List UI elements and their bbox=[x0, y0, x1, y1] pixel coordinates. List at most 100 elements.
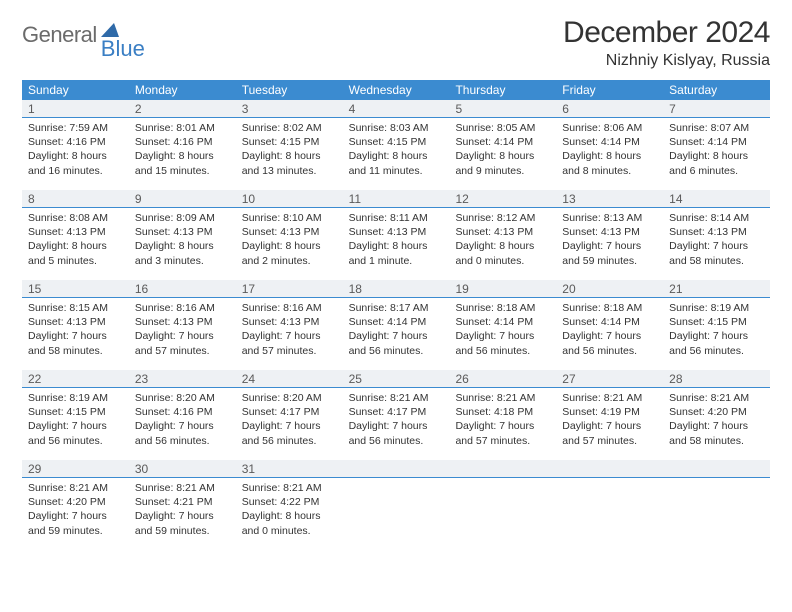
day-details: Sunrise: 8:16 AMSunset: 4:13 PMDaylight:… bbox=[129, 298, 236, 358]
day-details: Sunrise: 8:21 AMSunset: 4:20 PMDaylight:… bbox=[663, 388, 770, 448]
sunrise: Sunrise: 8:15 AM bbox=[28, 301, 123, 315]
daylight: Daylight: 7 hours and 56 minutes. bbox=[349, 329, 444, 357]
day-number: 27 bbox=[556, 370, 663, 388]
dayname-wednesday: Wednesday bbox=[343, 80, 450, 100]
weekday-header: SundayMondayTuesdayWednesdayThursdayFrid… bbox=[22, 80, 770, 100]
day-number: 28 bbox=[663, 370, 770, 388]
daylight: Daylight: 7 hours and 56 minutes. bbox=[669, 329, 764, 357]
day-details: Sunrise: 8:20 AMSunset: 4:17 PMDaylight:… bbox=[236, 388, 343, 448]
daylight: Daylight: 7 hours and 59 minutes. bbox=[562, 239, 657, 267]
daylight: Daylight: 7 hours and 59 minutes. bbox=[135, 509, 230, 537]
sunrise: Sunrise: 8:11 AM bbox=[349, 211, 444, 225]
sunset: Sunset: 4:17 PM bbox=[349, 405, 444, 419]
day-details: Sunrise: 8:21 AMSunset: 4:17 PMDaylight:… bbox=[343, 388, 450, 448]
sunrise: Sunrise: 8:17 AM bbox=[349, 301, 444, 315]
day-number bbox=[663, 460, 770, 478]
sunrise: Sunrise: 8:19 AM bbox=[669, 301, 764, 315]
logo: General Blue bbox=[22, 22, 163, 48]
calendar-cell: 19Sunrise: 8:18 AMSunset: 4:14 PMDayligh… bbox=[449, 280, 556, 360]
day-number: 12 bbox=[449, 190, 556, 208]
calendar-cell bbox=[343, 460, 450, 540]
sunrise: Sunrise: 7:59 AM bbox=[28, 121, 123, 135]
day-details: Sunrise: 8:21 AMSunset: 4:22 PMDaylight:… bbox=[236, 478, 343, 538]
sunset: Sunset: 4:19 PM bbox=[562, 405, 657, 419]
calendar-cell: 25Sunrise: 8:21 AMSunset: 4:17 PMDayligh… bbox=[343, 370, 450, 450]
day-number: 3 bbox=[236, 100, 343, 118]
dayname-tuesday: Tuesday bbox=[236, 80, 343, 100]
header: General Blue December 2024 Nizhniy Kisly… bbox=[22, 16, 770, 70]
sunset: Sunset: 4:16 PM bbox=[135, 135, 230, 149]
sunset: Sunset: 4:13 PM bbox=[242, 225, 337, 239]
calendar-cell: 8Sunrise: 8:08 AMSunset: 4:13 PMDaylight… bbox=[22, 190, 129, 270]
day-number: 11 bbox=[343, 190, 450, 208]
sunset: Sunset: 4:13 PM bbox=[455, 225, 550, 239]
calendar-cell: 9Sunrise: 8:09 AMSunset: 4:13 PMDaylight… bbox=[129, 190, 236, 270]
day-number: 30 bbox=[129, 460, 236, 478]
daylight: Daylight: 8 hours and 3 minutes. bbox=[135, 239, 230, 267]
logo-text-1: General bbox=[22, 22, 97, 48]
calendar-cell: 26Sunrise: 8:21 AMSunset: 4:18 PMDayligh… bbox=[449, 370, 556, 450]
sunrise: Sunrise: 8:01 AM bbox=[135, 121, 230, 135]
sunset: Sunset: 4:15 PM bbox=[28, 405, 123, 419]
day-details: Sunrise: 8:21 AMSunset: 4:19 PMDaylight:… bbox=[556, 388, 663, 448]
day-number: 14 bbox=[663, 190, 770, 208]
sunset: Sunset: 4:13 PM bbox=[135, 225, 230, 239]
day-details: Sunrise: 8:18 AMSunset: 4:14 PMDaylight:… bbox=[449, 298, 556, 358]
daylight: Daylight: 8 hours and 8 minutes. bbox=[562, 149, 657, 177]
day-number: 21 bbox=[663, 280, 770, 298]
day-number: 9 bbox=[129, 190, 236, 208]
sunrise: Sunrise: 8:21 AM bbox=[135, 481, 230, 495]
day-number: 22 bbox=[22, 370, 129, 388]
day-number: 6 bbox=[556, 100, 663, 118]
day-number: 8 bbox=[22, 190, 129, 208]
day-number bbox=[343, 460, 450, 478]
title-block: December 2024 Nizhniy Kislyay, Russia bbox=[563, 16, 770, 70]
sunset: Sunset: 4:17 PM bbox=[242, 405, 337, 419]
calendar-cell: 18Sunrise: 8:17 AMSunset: 4:14 PMDayligh… bbox=[343, 280, 450, 360]
day-details: Sunrise: 8:10 AMSunset: 4:13 PMDaylight:… bbox=[236, 208, 343, 268]
calendar-cell: 17Sunrise: 8:16 AMSunset: 4:13 PMDayligh… bbox=[236, 280, 343, 360]
sunset: Sunset: 4:13 PM bbox=[242, 315, 337, 329]
day-number: 25 bbox=[343, 370, 450, 388]
calendar-cell: 16Sunrise: 8:16 AMSunset: 4:13 PMDayligh… bbox=[129, 280, 236, 360]
daylight: Daylight: 8 hours and 9 minutes. bbox=[455, 149, 550, 177]
day-number: 26 bbox=[449, 370, 556, 388]
daylight: Daylight: 8 hours and 13 minutes. bbox=[242, 149, 337, 177]
daylight: Daylight: 8 hours and 6 minutes. bbox=[669, 149, 764, 177]
day-details: Sunrise: 8:14 AMSunset: 4:13 PMDaylight:… bbox=[663, 208, 770, 268]
calendar-cell: 2Sunrise: 8:01 AMSunset: 4:16 PMDaylight… bbox=[129, 100, 236, 180]
day-details: Sunrise: 8:06 AMSunset: 4:14 PMDaylight:… bbox=[556, 118, 663, 178]
sunset: Sunset: 4:14 PM bbox=[669, 135, 764, 149]
day-number: 29 bbox=[22, 460, 129, 478]
calendar-cell: 7Sunrise: 8:07 AMSunset: 4:14 PMDaylight… bbox=[663, 100, 770, 180]
sunset: Sunset: 4:15 PM bbox=[242, 135, 337, 149]
sunset: Sunset: 4:16 PM bbox=[135, 405, 230, 419]
calendar-cell: 28Sunrise: 8:21 AMSunset: 4:20 PMDayligh… bbox=[663, 370, 770, 450]
week-row: 15Sunrise: 8:15 AMSunset: 4:13 PMDayligh… bbox=[22, 280, 770, 360]
sunset: Sunset: 4:20 PM bbox=[669, 405, 764, 419]
calendar-cell: 4Sunrise: 8:03 AMSunset: 4:15 PMDaylight… bbox=[343, 100, 450, 180]
sunset: Sunset: 4:14 PM bbox=[455, 135, 550, 149]
calendar-cell: 29Sunrise: 8:21 AMSunset: 4:20 PMDayligh… bbox=[22, 460, 129, 540]
sunset: Sunset: 4:13 PM bbox=[28, 225, 123, 239]
sunset: Sunset: 4:15 PM bbox=[349, 135, 444, 149]
daylight: Daylight: 7 hours and 57 minutes. bbox=[242, 329, 337, 357]
daylight: Daylight: 8 hours and 15 minutes. bbox=[135, 149, 230, 177]
day-details: Sunrise: 8:19 AMSunset: 4:15 PMDaylight:… bbox=[663, 298, 770, 358]
sunrise: Sunrise: 8:13 AM bbox=[562, 211, 657, 225]
day-number: 31 bbox=[236, 460, 343, 478]
sunrise: Sunrise: 8:18 AM bbox=[562, 301, 657, 315]
day-details: Sunrise: 7:59 AMSunset: 4:16 PMDaylight:… bbox=[22, 118, 129, 178]
calendar-cell: 12Sunrise: 8:12 AMSunset: 4:13 PMDayligh… bbox=[449, 190, 556, 270]
week-row: 29Sunrise: 8:21 AMSunset: 4:20 PMDayligh… bbox=[22, 460, 770, 540]
day-details: Sunrise: 8:08 AMSunset: 4:13 PMDaylight:… bbox=[22, 208, 129, 268]
week-row: 8Sunrise: 8:08 AMSunset: 4:13 PMDaylight… bbox=[22, 190, 770, 270]
sunrise: Sunrise: 8:18 AM bbox=[455, 301, 550, 315]
calendar-cell: 14Sunrise: 8:14 AMSunset: 4:13 PMDayligh… bbox=[663, 190, 770, 270]
day-number: 19 bbox=[449, 280, 556, 298]
day-details: Sunrise: 8:05 AMSunset: 4:14 PMDaylight:… bbox=[449, 118, 556, 178]
daylight: Daylight: 7 hours and 57 minutes. bbox=[562, 419, 657, 447]
dayname-friday: Friday bbox=[556, 80, 663, 100]
location: Nizhniy Kislyay, Russia bbox=[563, 52, 770, 70]
sunset: Sunset: 4:18 PM bbox=[455, 405, 550, 419]
